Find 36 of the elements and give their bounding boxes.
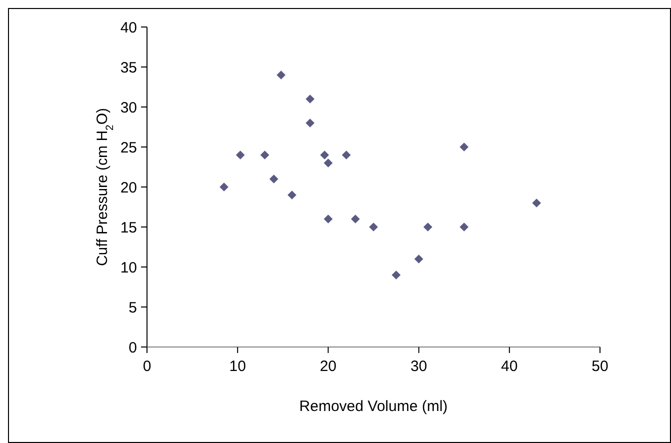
point xyxy=(220,182,228,192)
point xyxy=(423,222,432,232)
x-tick-label: 0 xyxy=(142,358,152,375)
y-tick-label: 15 xyxy=(120,219,137,236)
x-axis-title: Removed Volume (ml) xyxy=(299,398,448,415)
x-tick-label: 20 xyxy=(320,358,337,375)
y-tick-label: 35 xyxy=(120,59,137,76)
y-tick-label: 30 xyxy=(120,99,137,116)
y-tick-label: 10 xyxy=(120,259,137,276)
point xyxy=(460,222,469,232)
point xyxy=(414,254,424,264)
y-tick-label: 40 xyxy=(120,19,137,36)
point xyxy=(350,214,360,224)
y-tick-label: 5 xyxy=(128,299,137,316)
x-tick-label: 50 xyxy=(592,358,608,375)
x-tick-label: 30 xyxy=(410,358,428,375)
point xyxy=(306,118,315,128)
point xyxy=(288,190,296,200)
point xyxy=(320,150,330,160)
point xyxy=(460,142,469,152)
point xyxy=(260,150,270,160)
point xyxy=(532,198,542,208)
point xyxy=(306,94,315,104)
point xyxy=(236,150,245,160)
y-tick-label: 0 xyxy=(128,339,137,356)
point xyxy=(324,158,333,168)
y-tick-label: 20 xyxy=(120,179,137,196)
x-tick-label: 40 xyxy=(501,358,518,375)
point xyxy=(276,70,286,80)
point xyxy=(269,174,278,184)
x-tick-label: 10 xyxy=(229,358,246,375)
point xyxy=(324,214,333,224)
point xyxy=(369,222,378,232)
point xyxy=(392,270,401,280)
y-tick-label: 25 xyxy=(120,139,137,156)
point xyxy=(342,150,351,160)
